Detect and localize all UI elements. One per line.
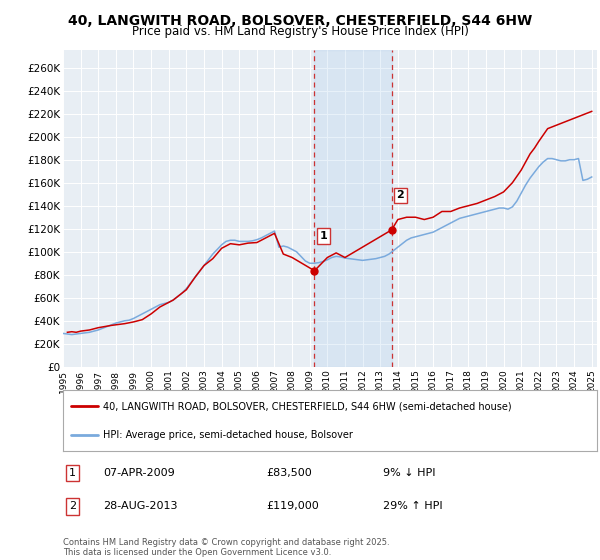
Text: Contains HM Land Registry data © Crown copyright and database right 2025.
This d: Contains HM Land Registry data © Crown c… bbox=[63, 538, 389, 557]
Text: 2: 2 bbox=[69, 501, 76, 511]
Text: 9% ↓ HPI: 9% ↓ HPI bbox=[383, 468, 436, 478]
Text: HPI: Average price, semi-detached house, Bolsover: HPI: Average price, semi-detached house,… bbox=[103, 430, 353, 440]
Text: £119,000: £119,000 bbox=[266, 501, 319, 511]
Text: 1: 1 bbox=[319, 231, 327, 241]
Text: 40, LANGWITH ROAD, BOLSOVER, CHESTERFIELD, S44 6HW: 40, LANGWITH ROAD, BOLSOVER, CHESTERFIEL… bbox=[68, 14, 532, 28]
Text: Price paid vs. HM Land Registry's House Price Index (HPI): Price paid vs. HM Land Registry's House … bbox=[131, 25, 469, 38]
Bar bbox=[314, 50, 392, 367]
Text: 1: 1 bbox=[69, 468, 76, 478]
Text: 29% ↑ HPI: 29% ↑ HPI bbox=[383, 501, 443, 511]
Text: 28-AUG-2013: 28-AUG-2013 bbox=[103, 501, 178, 511]
Text: 40, LANGWITH ROAD, BOLSOVER, CHESTERFIELD, S44 6HW (semi-detached house): 40, LANGWITH ROAD, BOLSOVER, CHESTERFIEL… bbox=[103, 401, 512, 411]
Text: £83,500: £83,500 bbox=[266, 468, 311, 478]
Text: 2: 2 bbox=[397, 190, 404, 200]
Text: 07-APR-2009: 07-APR-2009 bbox=[103, 468, 175, 478]
